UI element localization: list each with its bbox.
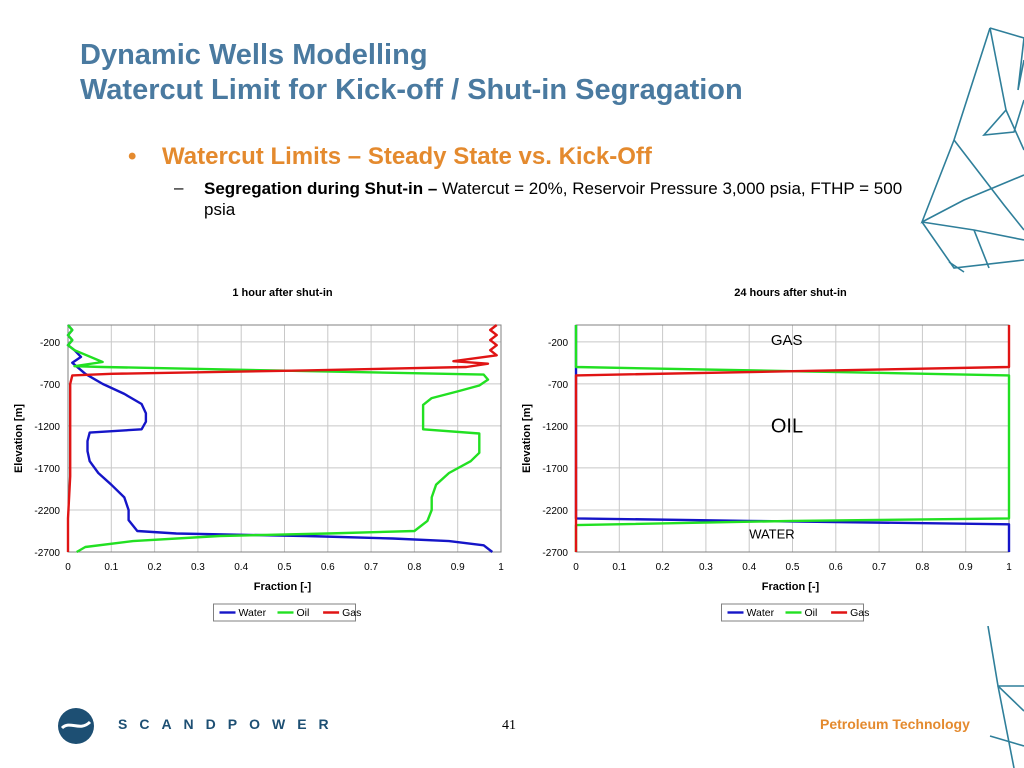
x-tick-label: 0.9 <box>451 562 465 573</box>
legend: Water Oil Gas <box>721 603 869 622</box>
legend-entry-water: Water <box>747 607 775 619</box>
y-tick-label: -700 <box>548 380 568 391</box>
tagline: Petroleum Technology <box>820 716 970 732</box>
gridlines <box>67 325 502 553</box>
sub-bullet-bold: Segregation during Shut-in – <box>204 179 438 198</box>
series-line-gas <box>66 324 498 552</box>
chart-1-svg: 1 hour after shut-in 0 0.1 0.2 0.3 0.4 0.5 0.6 0… <box>13 287 504 622</box>
legend-entry-gas: Gas <box>850 607 869 619</box>
x-tick-label: 0.5 <box>278 562 292 573</box>
x-tick-label: 0.7 <box>364 562 378 573</box>
x-tick-label: 0.4 <box>742 562 756 573</box>
x-tick-label: 0.9 <box>959 562 973 573</box>
y-tick-label: -200 <box>40 338 60 349</box>
annotation-gas: GAS <box>771 332 803 349</box>
x-tick-label: 0.7 <box>872 562 886 573</box>
x-tick-label: 0.6 <box>321 562 335 573</box>
x-tick-label: 0.1 <box>612 562 626 573</box>
y-tick-label: -1700 <box>34 464 60 475</box>
chart-24-hours: 24 hours after shut-in 0 0.1 0.2 0.3 0.4 0.5 0.… <box>516 282 1016 627</box>
sub-bullet-dash: – <box>174 178 184 197</box>
x-tick-label: 0.4 <box>234 562 248 573</box>
decorative-lines-bottom <box>987 626 1024 768</box>
bullet-symbol: • <box>128 143 137 170</box>
scandpower-logo-icon <box>58 708 94 744</box>
y-axis-label: Elevation [m] <box>13 404 25 473</box>
chart-1-hour: 1 hour after shut-in 0 0.1 0.2 0.3 0.4 0.5 0.6 0… <box>8 282 516 627</box>
brand-name: SCANDPOWER <box>118 716 341 732</box>
decorative-lines-top <box>920 27 1024 273</box>
x-axis-label: Fraction [-] <box>762 581 820 593</box>
x-tick-label: 0.3 <box>699 562 713 573</box>
x-tick-label: 1 <box>1006 562 1012 573</box>
sub-bullet-detail: Watercut = 20%, Reservoir Pressure 3,000… <box>204 179 903 219</box>
page-title: Dynamic Wells Modelling Watercut Limit f… <box>80 38 743 108</box>
chart-2-svg: 24 hours after shut-in 0 0.1 0.2 0.3 0.4 0.5 0.… <box>521 287 1012 622</box>
series-line-oil <box>574 325 1011 552</box>
x-tick-label: 0.8 <box>407 562 421 573</box>
y-tick-label: -700 <box>40 380 60 391</box>
y-tick-label: -2700 <box>34 548 60 559</box>
y-tick-label: -2700 <box>542 548 568 559</box>
chart-title: 1 hour after shut-in <box>232 287 333 299</box>
y-tick-label: -1700 <box>542 464 568 475</box>
x-tick-label: 0.1 <box>104 562 118 573</box>
series-line-oil <box>66 324 490 554</box>
y-tick-label: -200 <box>548 338 568 349</box>
title-line-2: Watercut Limit for Kick-off / Shut-in Se… <box>80 74 743 106</box>
x-tick-label: 0 <box>65 562 71 573</box>
page-number: 41 <box>502 718 516 733</box>
legend-entry-oil: Oil <box>805 607 818 619</box>
x-tick-label: 0.6 <box>829 562 843 573</box>
y-tick-label: -2200 <box>542 506 568 517</box>
x-tick-label: 0.2 <box>656 562 670 573</box>
x-tick-label: 1 <box>498 562 504 573</box>
x-tick-label: 0.2 <box>148 562 162 573</box>
sub-bullet-text: Segregation during Shut-in – Watercut = … <box>204 178 924 220</box>
plot-frame <box>67 324 502 553</box>
annotation-water: WATER <box>749 527 795 542</box>
legend-entry-oil: Oil <box>297 607 310 619</box>
x-tick-label: 0.3 <box>191 562 205 573</box>
legend-entry-gas: Gas <box>342 607 361 619</box>
chart-title: 24 hours after shut-in <box>734 287 847 299</box>
y-tick-label: -1200 <box>34 422 60 433</box>
x-tick-label: 0.8 <box>915 562 929 573</box>
y-axis-label: Elevation [m] <box>521 404 533 473</box>
title-line-1: Dynamic Wells Modelling <box>80 39 428 71</box>
y-tick-label: -2200 <box>34 506 60 517</box>
x-tick-label: 0.5 <box>786 562 800 573</box>
series-line-gas <box>574 325 1011 552</box>
x-axis-label: Fraction [-] <box>254 581 312 593</box>
x-tick-label: 0 <box>573 562 579 573</box>
annotation-oil: OIL <box>771 416 803 438</box>
legend-entry-water: Water <box>239 607 267 619</box>
bullet-text: Watercut Limits – Steady State vs. Kick-… <box>162 143 652 170</box>
legend: Water Oil Gas <box>213 603 361 622</box>
y-tick-label: -1200 <box>542 422 568 433</box>
